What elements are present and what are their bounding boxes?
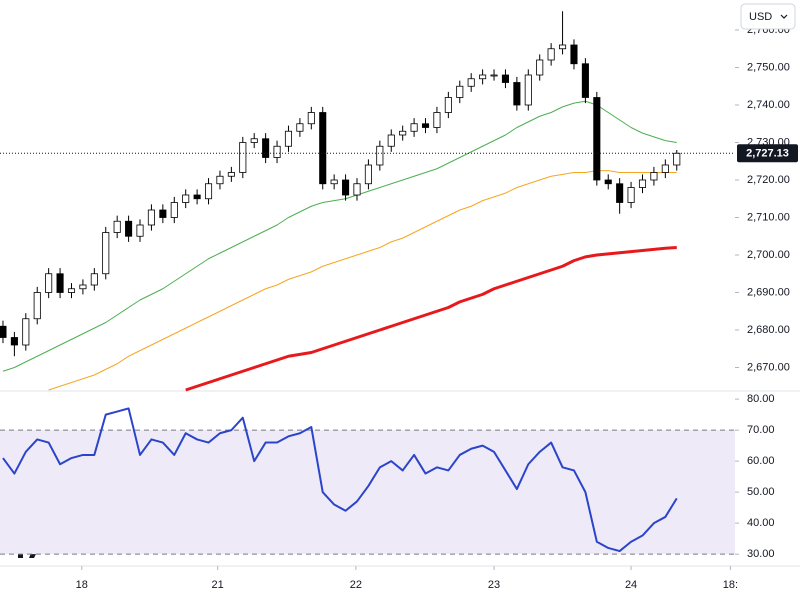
candle-body [433, 112, 441, 128]
candle-body [102, 232, 110, 275]
y-tick-label: 2,700.00 [747, 249, 790, 261]
y-tick-label: 60.00 [747, 455, 775, 467]
last-price-label: 2,727.13 [746, 148, 789, 160]
candle-body [342, 179, 350, 196]
candle-body [204, 183, 213, 200]
candle-body [513, 82, 521, 106]
y-tick-label: 70.00 [747, 424, 775, 436]
y-tick-label: 2,670.00 [747, 361, 790, 373]
candle-body [490, 74, 498, 77]
candle-body [399, 130, 407, 136]
candle-body [376, 145, 384, 166]
candle-body [444, 97, 452, 113]
y-tick-label: 2,740.00 [747, 99, 790, 111]
candle-body [456, 85, 464, 98]
candle-body [227, 172, 235, 177]
candle-body [604, 179, 612, 185]
y-tick-label: 2,750.00 [747, 61, 790, 73]
candle-body [387, 134, 395, 147]
y-tick-label: 2,720.00 [747, 174, 790, 186]
candle-body [284, 130, 293, 147]
moving-average-line [48, 170, 677, 391]
candle-body [147, 209, 155, 226]
y-tick-label: 2,710.00 [747, 211, 790, 223]
currency-label[interactable]: USD [749, 11, 772, 23]
x-tick-label: 18 [76, 579, 88, 591]
candle-body [559, 44, 567, 50]
y-tick-label: 2,680.00 [747, 324, 790, 336]
candle-body [33, 292, 41, 320]
candle-body [319, 112, 327, 185]
candle-body [239, 142, 247, 173]
x-tick-label: 23 [488, 579, 500, 591]
candle-body [661, 164, 669, 173]
currency-button[interactable] [740, 3, 796, 30]
candle-body [638, 179, 647, 188]
candle-body [536, 59, 544, 76]
candle-body [0, 325, 7, 338]
candle-body [547, 48, 555, 61]
candle-body [330, 179, 338, 185]
candle-body [193, 194, 201, 200]
candle-body [673, 152, 681, 166]
last-price-box [737, 144, 798, 163]
candle-body [593, 97, 601, 181]
candle-body [136, 224, 144, 237]
candle-body [170, 202, 178, 218]
candle-body [307, 112, 315, 125]
candle-body [524, 74, 532, 106]
x-tick-label: 18: [723, 579, 738, 591]
candle-body [467, 78, 475, 87]
currency-chevron[interactable] [780, 14, 788, 19]
candle-body [79, 284, 87, 290]
candle-body [364, 164, 372, 185]
x-tick-label: 22 [350, 579, 362, 591]
candle-body [650, 172, 658, 181]
candle-body [113, 220, 121, 233]
candle-body [501, 74, 509, 83]
candle-body [56, 273, 64, 293]
y-tick-label: 40.00 [747, 517, 775, 529]
candle-body [22, 318, 30, 346]
candle-body [627, 187, 635, 203]
x-tick-label: 21 [212, 579, 224, 591]
rsi-line [2, 407, 678, 553]
candle-body [10, 337, 18, 346]
moving-average-line [2, 100, 677, 372]
candle-body [410, 123, 418, 132]
y-tick-label: 80.00 [747, 393, 775, 405]
candle-body [67, 288, 76, 293]
candle-body [581, 63, 589, 98]
candle-body [616, 183, 624, 203]
candle-body [250, 138, 258, 143]
rsi-band [0, 430, 735, 555]
candle-body [262, 138, 270, 158]
price-pane [0, 11, 681, 392]
x-tick-label: 24 [625, 579, 637, 591]
candle-body [45, 273, 53, 293]
candle-body [216, 175, 224, 185]
y-tick-label: 30.00 [747, 548, 775, 560]
candle-body [159, 209, 167, 218]
candle-body [273, 145, 281, 158]
candle-body [125, 220, 133, 237]
y-tick-label: 50.00 [747, 486, 775, 498]
candle-body [421, 123, 430, 128]
y-tick-label: 2,690.00 [747, 286, 790, 298]
candle-body [353, 183, 361, 196]
candle-body [570, 44, 578, 65]
moving-average-line [185, 246, 677, 392]
candle-body [479, 74, 487, 80]
candle-body [296, 123, 304, 132]
candle-body [182, 194, 190, 203]
candle-body [90, 273, 98, 286]
